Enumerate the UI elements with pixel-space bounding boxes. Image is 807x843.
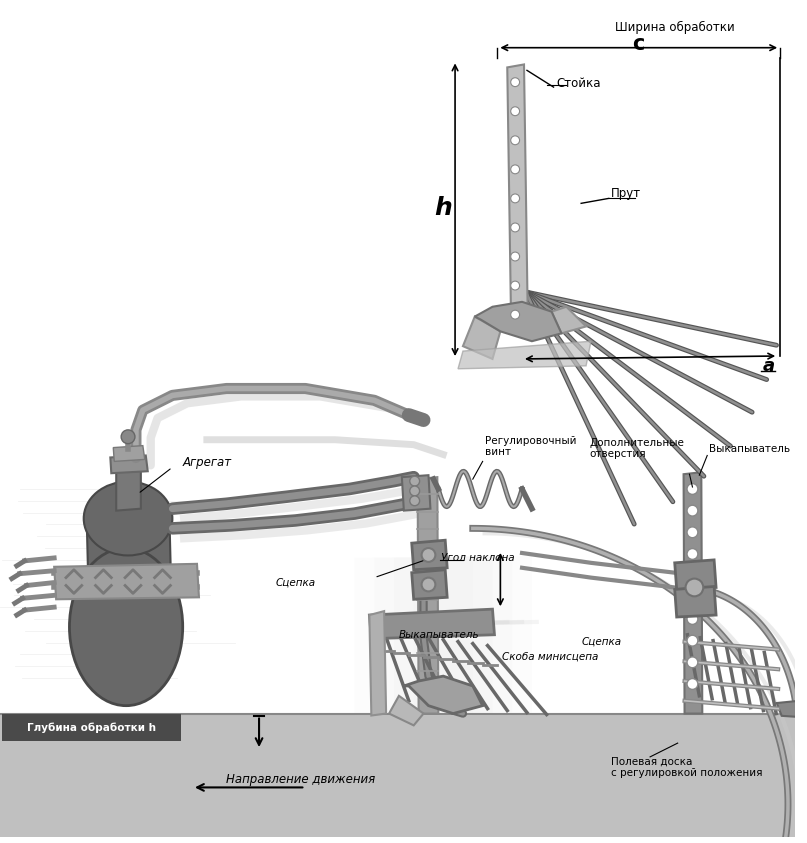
Text: a: a [763,357,775,375]
Polygon shape [418,477,438,713]
Text: Направление движения: Направление движения [226,773,375,786]
Text: Полевая доска
с регулировкой положения: Полевая доска с регулировкой положения [611,757,762,778]
Circle shape [421,548,435,562]
Text: Выкапыватель: Выкапыватель [399,630,479,640]
Circle shape [511,78,520,87]
Polygon shape [111,455,148,473]
Polygon shape [389,695,424,725]
Circle shape [687,549,698,560]
Circle shape [687,614,698,625]
Polygon shape [414,556,532,716]
Circle shape [687,484,698,494]
Polygon shape [463,317,500,359]
FancyBboxPatch shape [2,713,182,741]
Circle shape [511,136,520,145]
Circle shape [687,570,698,581]
Circle shape [410,496,420,506]
Circle shape [511,165,520,174]
Text: Глубина обработки h: Глубина обработки h [27,722,156,733]
Polygon shape [113,446,144,461]
Circle shape [687,679,698,690]
Text: Стойка: Стойка [557,77,601,89]
Polygon shape [0,713,795,836]
Polygon shape [759,840,804,843]
Circle shape [511,194,520,203]
Text: Выкапыватель: Выкапыватель [709,444,790,454]
Polygon shape [412,570,447,599]
Polygon shape [404,676,483,713]
Polygon shape [116,464,141,511]
Text: Прут: Прут [611,187,641,200]
Polygon shape [354,556,473,716]
Circle shape [511,310,520,319]
Circle shape [687,657,698,668]
Polygon shape [374,556,492,716]
Text: Дополнительные
отверстия: Дополнительные отверстия [589,438,684,459]
Text: Угол наклона: Угол наклона [441,553,515,563]
Ellipse shape [69,548,182,706]
Circle shape [687,636,698,646]
Circle shape [511,223,520,232]
Polygon shape [394,556,512,716]
Polygon shape [370,609,495,639]
Circle shape [511,281,520,290]
Text: c: c [632,34,645,54]
Polygon shape [777,700,807,717]
Polygon shape [475,302,562,341]
Circle shape [511,252,520,261]
Ellipse shape [84,481,173,556]
Circle shape [121,430,135,443]
Circle shape [687,505,698,516]
Polygon shape [54,564,199,599]
Circle shape [511,107,520,115]
Text: Сцепка: Сцепка [581,636,621,647]
Circle shape [410,486,420,496]
Polygon shape [675,560,716,589]
Polygon shape [458,341,591,368]
Polygon shape [552,307,586,333]
Polygon shape [370,611,386,716]
Text: Агрегат: Агрегат [182,456,232,469]
Polygon shape [675,587,716,617]
Circle shape [686,578,703,596]
Text: Скоба минисцепа: Скоба минисцепа [502,652,599,662]
Text: Регулировочный
винт: Регулировочный винт [485,436,576,458]
Polygon shape [402,475,430,511]
Circle shape [687,527,698,538]
Polygon shape [684,472,702,713]
Circle shape [410,476,420,486]
Circle shape [421,577,435,592]
Polygon shape [412,540,447,570]
Polygon shape [86,517,173,636]
Text: Сцепка: Сцепка [276,577,316,588]
Text: h: h [434,196,452,220]
Text: Ширина обработки: Ширина обработки [615,21,734,35]
Polygon shape [508,64,528,330]
Circle shape [687,592,698,603]
